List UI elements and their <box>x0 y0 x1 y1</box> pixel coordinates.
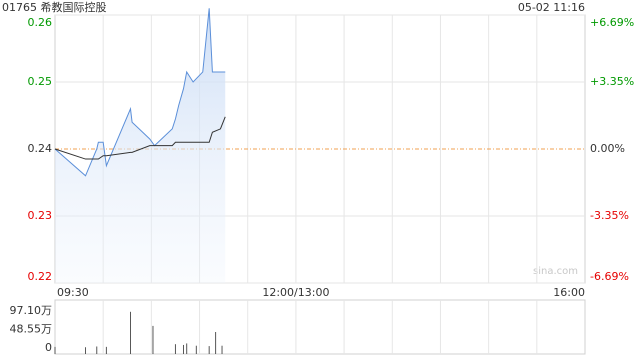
chart-title: 01765 希教国际控股 <box>2 0 107 14</box>
x-tick-label: 09:30 <box>57 286 89 299</box>
y-tick-label: 0.26 <box>28 16 53 29</box>
volume-tick-label: 0 <box>45 341 52 354</box>
price-line <box>54 8 226 177</box>
watermark: sina.com <box>533 266 578 277</box>
average-line <box>54 116 226 160</box>
y-tick-label: 0.23 <box>28 209 53 222</box>
volume-tick-label: 48.55万 <box>10 323 53 336</box>
volume-frame <box>54 299 586 355</box>
timestamp: 05-02 11:16 <box>518 1 585 14</box>
y2-tick-label: -6.69% <box>590 270 629 283</box>
y2-tick-label: 0.00% <box>590 142 625 155</box>
y-tick-label: 0.22 <box>28 270 53 283</box>
y2-tick-label: +3.35% <box>590 75 634 88</box>
price-area <box>55 8 226 284</box>
x-tick-label: 16:00 <box>553 286 585 299</box>
y2-tick-label: +6.69% <box>590 16 634 29</box>
y-tick-label: 0.24 <box>28 142 53 155</box>
volume-tick-label: 97.10万 <box>10 304 53 317</box>
y-tick-label: 0.25 <box>28 75 53 88</box>
y2-tick-label: -3.35% <box>590 209 629 222</box>
x-tick-label: 12:00/13:00 <box>262 286 329 299</box>
